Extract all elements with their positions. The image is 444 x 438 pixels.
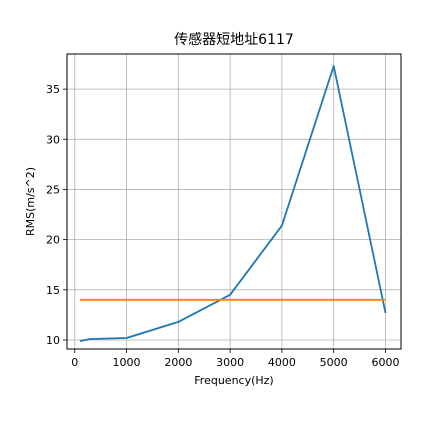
plot-frame bbox=[66, 53, 402, 350]
y-tick-label: 30 bbox=[46, 133, 60, 146]
y-tick-label: 25 bbox=[46, 183, 60, 196]
x-tick-label: 2000 bbox=[164, 356, 192, 369]
series-lines bbox=[79, 65, 387, 342]
grid-lines bbox=[67, 54, 401, 349]
y-tick-label: 20 bbox=[46, 234, 60, 247]
y-tick-label: 35 bbox=[46, 83, 60, 96]
x-tick-label: 0 bbox=[71, 356, 78, 369]
y-axis-label: RMS(m/s^2) bbox=[24, 167, 37, 236]
x-tick-label: 5000 bbox=[320, 356, 348, 369]
series-line-1 bbox=[79, 65, 387, 342]
x-axis-label: Frequency(Hz) bbox=[194, 374, 273, 387]
y-tick-label: 15 bbox=[46, 284, 60, 297]
x-tick-label: 3000 bbox=[216, 356, 244, 369]
x-tick-label: 4000 bbox=[268, 356, 296, 369]
axis-ticks: 0 1000 2000 3000 4000 5000 6000 10 15 20 25 30 35 bbox=[46, 83, 399, 369]
x-tick-label: 6000 bbox=[371, 356, 399, 369]
y-tick-label: 10 bbox=[46, 334, 60, 347]
x-tick-label: 1000 bbox=[113, 356, 141, 369]
chart-title: 传感器短地址6117 bbox=[174, 31, 294, 48]
